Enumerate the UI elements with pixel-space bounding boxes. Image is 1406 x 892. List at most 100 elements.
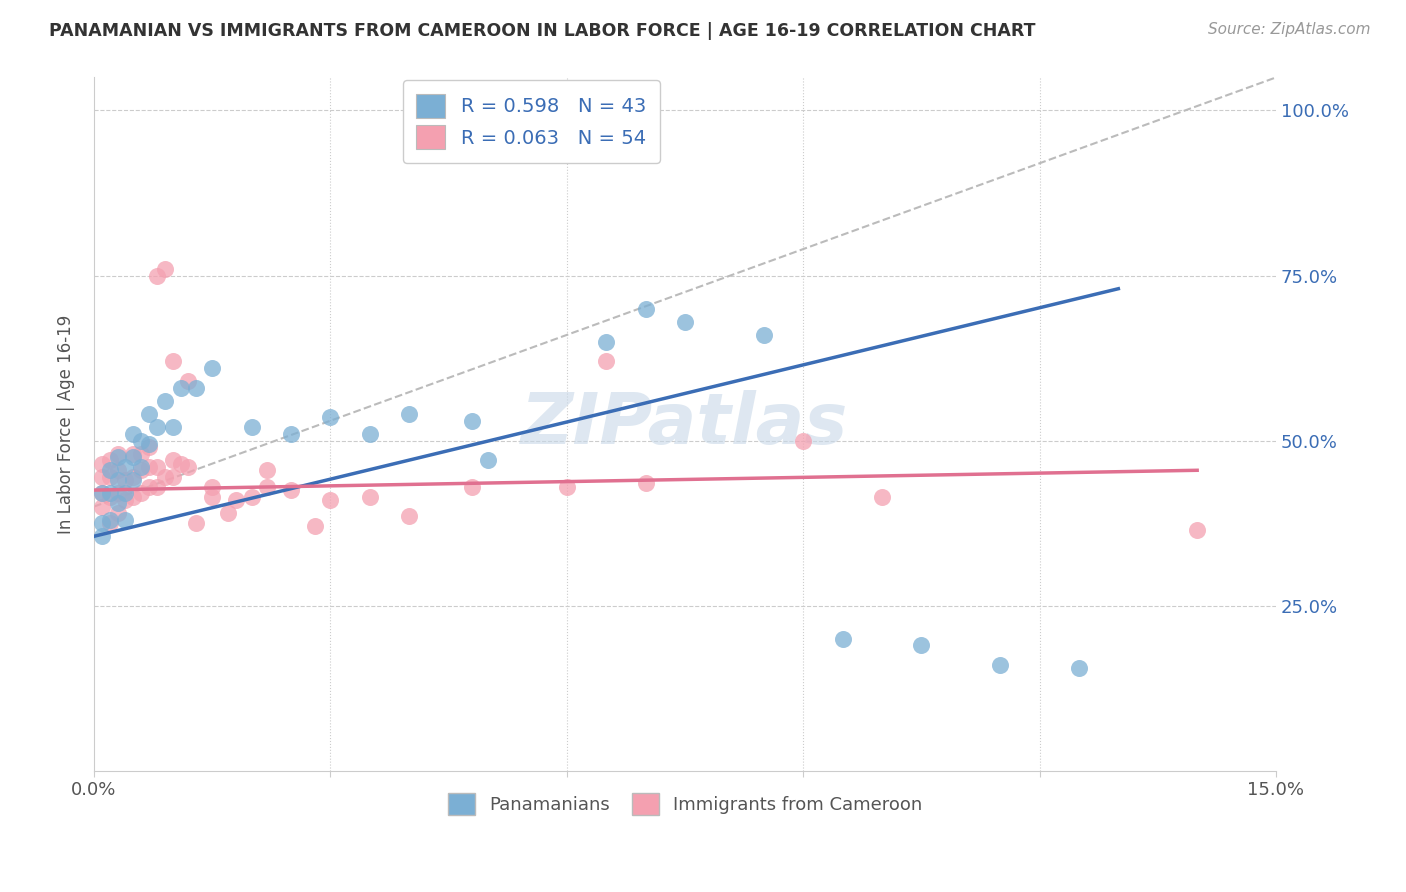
Point xyxy=(122,447,145,461)
Text: PANAMANIAN VS IMMIGRANTS FROM CAMEROON IN LABOR FORCE | AGE 16-19 CORRELATION CH: PANAMANIAN VS IMMIGRANTS FROM CAMEROON I… xyxy=(49,22,1036,40)
Point xyxy=(90,500,112,514)
Point xyxy=(477,453,499,467)
Point xyxy=(304,519,326,533)
Point xyxy=(634,476,657,491)
Point xyxy=(90,470,112,484)
Point xyxy=(1185,523,1208,537)
Point xyxy=(146,480,169,494)
Point xyxy=(256,480,278,494)
Point xyxy=(90,457,112,471)
Point xyxy=(107,447,129,461)
Point xyxy=(988,658,1011,673)
Point xyxy=(595,334,617,349)
Y-axis label: In Labor Force | Age 16-19: In Labor Force | Age 16-19 xyxy=(58,315,75,533)
Point xyxy=(177,460,200,475)
Point xyxy=(256,463,278,477)
Point xyxy=(319,493,342,508)
Point xyxy=(122,450,145,464)
Point xyxy=(90,486,112,500)
Point xyxy=(359,427,381,442)
Point xyxy=(201,480,224,494)
Point xyxy=(398,407,420,421)
Point xyxy=(870,490,893,504)
Point xyxy=(98,516,121,530)
Point xyxy=(540,110,562,124)
Point xyxy=(98,490,121,504)
Point xyxy=(831,632,853,646)
Point xyxy=(122,427,145,442)
Point xyxy=(114,460,136,475)
Point xyxy=(114,493,136,508)
Point xyxy=(461,110,484,124)
Point xyxy=(177,374,200,388)
Point xyxy=(138,407,160,421)
Point xyxy=(153,470,176,484)
Point xyxy=(555,480,578,494)
Point xyxy=(186,516,208,530)
Point xyxy=(910,638,932,652)
Point xyxy=(595,354,617,368)
Point xyxy=(129,486,152,500)
Point xyxy=(90,529,112,543)
Point xyxy=(240,420,263,434)
Point xyxy=(129,434,152,448)
Point xyxy=(146,460,169,475)
Point xyxy=(186,381,208,395)
Point xyxy=(634,301,657,316)
Point xyxy=(280,483,302,497)
Point xyxy=(162,420,184,434)
Point xyxy=(98,463,121,477)
Point xyxy=(98,453,121,467)
Point xyxy=(114,473,136,487)
Point xyxy=(122,490,145,504)
Point xyxy=(201,360,224,375)
Point xyxy=(1067,661,1090,675)
Point xyxy=(461,414,484,428)
Point xyxy=(114,486,136,500)
Point xyxy=(114,513,136,527)
Point xyxy=(153,261,176,276)
Point xyxy=(122,473,145,487)
Point xyxy=(98,486,121,500)
Point xyxy=(169,457,191,471)
Legend: Panamanians, Immigrants from Cameroon: Panamanians, Immigrants from Cameroon xyxy=(439,784,931,824)
Point xyxy=(107,473,129,487)
Point xyxy=(217,506,239,520)
Point xyxy=(162,453,184,467)
Point xyxy=(169,381,191,395)
Point xyxy=(461,480,484,494)
Point xyxy=(90,486,112,500)
Point xyxy=(398,509,420,524)
Point xyxy=(138,480,160,494)
Point xyxy=(138,440,160,454)
Point xyxy=(129,463,152,477)
Point xyxy=(107,463,129,477)
Point xyxy=(90,516,112,530)
Point xyxy=(792,434,814,448)
Point xyxy=(122,470,145,484)
Text: ZIPatlas: ZIPatlas xyxy=(522,390,849,458)
Point xyxy=(107,506,129,520)
Point xyxy=(146,268,169,283)
Point xyxy=(129,460,152,475)
Point xyxy=(153,394,176,409)
Point xyxy=(146,420,169,434)
Text: Source: ZipAtlas.com: Source: ZipAtlas.com xyxy=(1208,22,1371,37)
Point xyxy=(162,354,184,368)
Point xyxy=(98,513,121,527)
Point xyxy=(319,410,342,425)
Point xyxy=(240,490,263,504)
Point xyxy=(162,470,184,484)
Point xyxy=(107,486,129,500)
Point xyxy=(98,470,121,484)
Point xyxy=(107,496,129,510)
Point xyxy=(359,490,381,504)
Point xyxy=(461,117,484,131)
Point xyxy=(138,460,160,475)
Point xyxy=(280,427,302,442)
Point xyxy=(107,450,129,464)
Point xyxy=(201,490,224,504)
Point xyxy=(225,493,247,508)
Point xyxy=(129,447,152,461)
Point xyxy=(673,315,696,329)
